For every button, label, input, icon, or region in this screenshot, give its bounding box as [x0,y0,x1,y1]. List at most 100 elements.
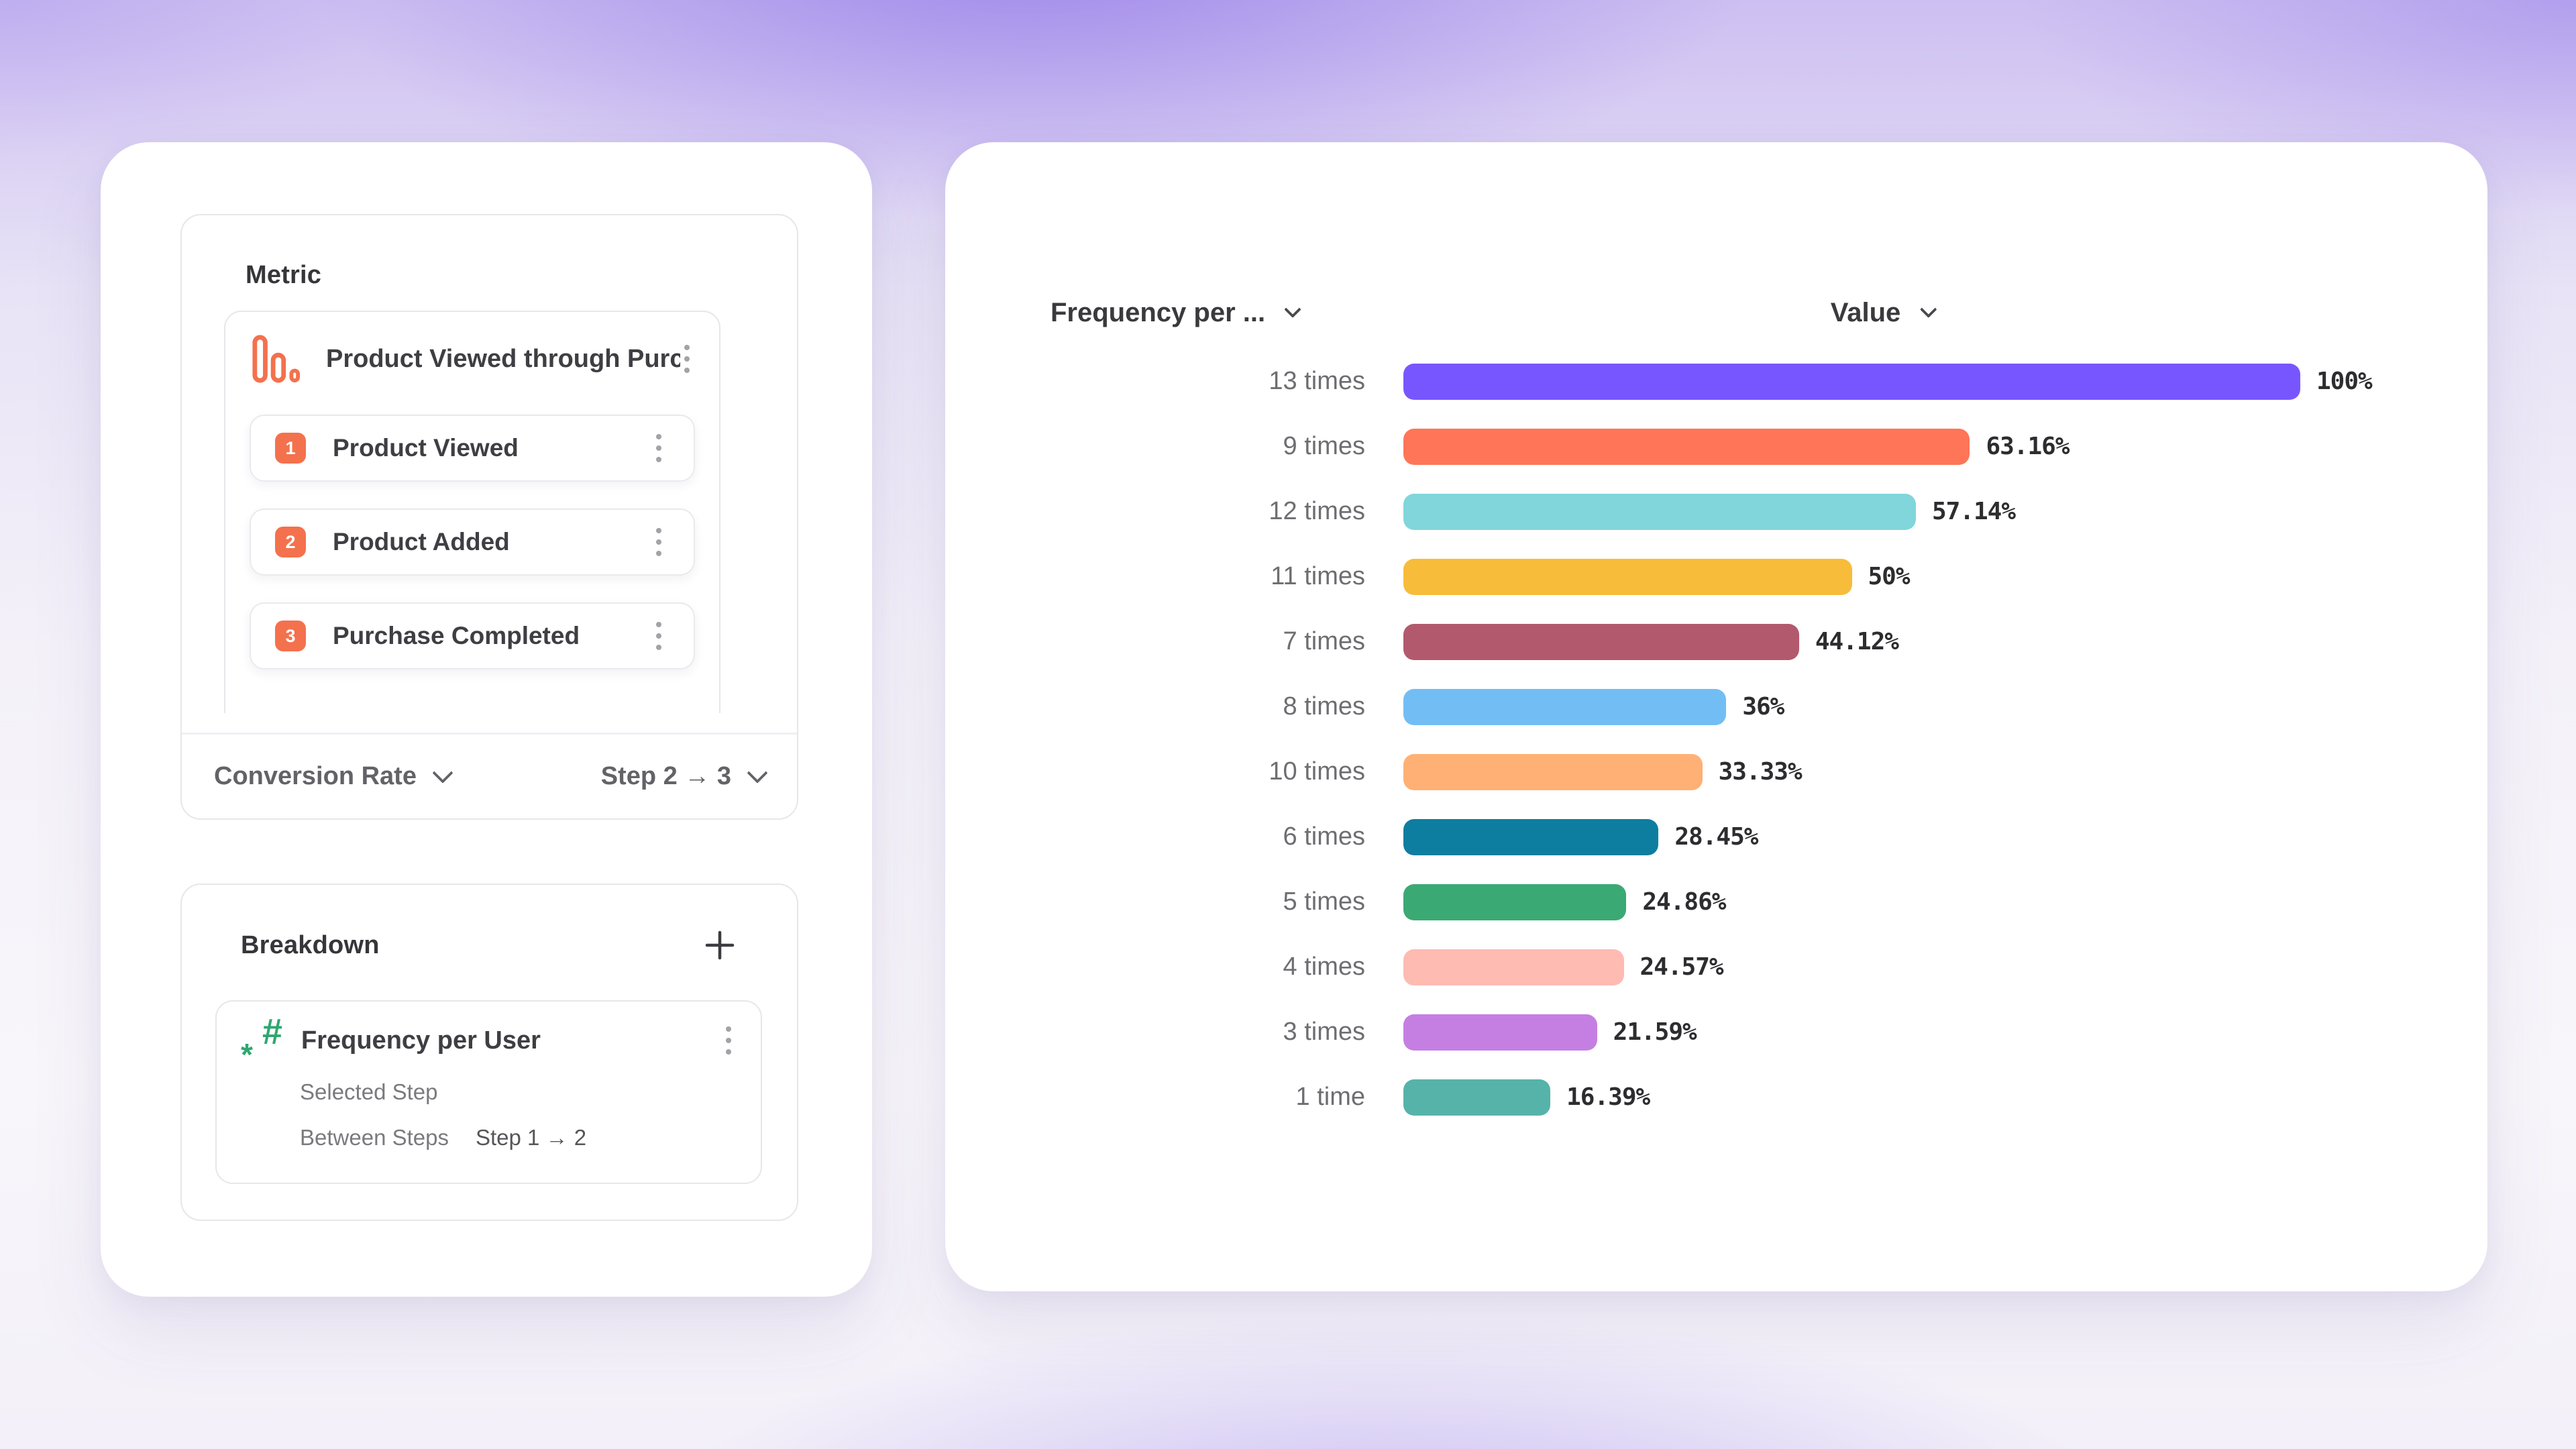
bar-value-label: 24.86% [1642,888,1726,916]
bar[interactable] [1403,949,1624,985]
step-number-badge: 1 [275,433,306,464]
chevron-down-icon [1919,301,1937,318]
bar[interactable] [1403,753,1703,790]
bar[interactable] [1403,688,1727,725]
breakdown-detail-label: Selected Step [300,1079,438,1104]
bar[interactable] [1403,1014,1597,1051]
bar[interactable] [1403,558,1852,595]
metric-scroll-area[interactable]: Product Viewed through Purch... 1 Produc… [224,311,723,713]
chart-breakdown-header-label: Frequency per ... [1051,298,1266,327]
breakdown-item-name: Frequency per User [301,1026,541,1055]
chart-row: 13 times 100% [945,349,2461,414]
bar-category-label: 12 times [1269,497,1365,525]
bar-category-label: 4 times [1283,953,1365,981]
step-number-badge: 3 [275,621,306,651]
step-number-badge: 2 [275,527,306,557]
bar-category-label: 3 times [1283,1018,1365,1046]
chart-row: 7 times 44.12% [945,609,2461,674]
kebab-menu-icon[interactable] [652,524,665,560]
chart-row: 1 time 16.39% [945,1065,2461,1130]
chart-row: 9 times 63.16% [945,414,2461,479]
bar-value-label: 16.39% [1566,1083,1650,1111]
breakdown-item-header[interactable]: # * Frequency per User [217,1002,761,1072]
measure-dropdown[interactable]: Conversion Rate [214,762,453,791]
chart-row: 8 times 36% [945,674,2461,739]
chart-column-header-breakdown[interactable]: Frequency per ... [1051,298,1301,328]
bar-category-label: 11 times [1271,562,1365,590]
metric-footer-row: Conversion Rate Step 2 → 3 [214,735,768,818]
bar-value-label: 33.33% [1718,758,1803,786]
breakdown-detail-label: Between Steps [300,1125,449,1150]
funnel-step-row[interactable]: 1 Product Viewed [250,415,695,482]
chart-value-header-label: Value [1830,298,1901,327]
chart-row: 11 times 50% [945,544,2461,609]
chart-row: 10 times 33.33% [945,739,2461,804]
metric-panel: Metric Product Viewed through Purch... 1… [180,214,798,820]
funnel-steps-list: 1 Product Viewed 2 Product Added 3 Purch… [225,415,719,669]
chevron-down-icon [1284,301,1301,318]
funnel-name: Product Viewed through Purch... [326,344,680,373]
chart-column-header-value[interactable]: Value [1830,298,1937,328]
bar[interactable] [1403,428,1970,465]
bar-category-label: 10 times [1269,757,1365,786]
bar-category-label: 6 times [1283,822,1365,851]
breakdown-item-card: # * Frequency per User Selected Step Bet… [215,1000,762,1184]
measure-dropdown-label: Conversion Rate [214,762,417,790]
step-label: Purchase Completed [333,622,580,649]
step-range-dropdown-label: Step 2 → 3 [600,762,731,790]
bar-category-label: 9 times [1283,432,1365,460]
step-range-dropdown[interactable]: Step 2 → 3 [600,762,768,791]
kebab-menu-icon[interactable] [652,618,665,654]
funnel-chart-icon [252,335,301,383]
bar[interactable] [1403,883,1627,920]
breakdown-detail-value[interactable]: Step 1 → 2 [476,1125,587,1150]
breakdown-header-row: Breakdown [241,926,735,964]
breakdown-item-details: Selected Step Between Steps Step 1 → 2 [217,1079,761,1150]
bar-category-label: 1 time [1295,1083,1365,1111]
kebab-menu-icon[interactable] [680,341,694,377]
breakdown-panel: Breakdown # * Frequency per User Selecte… [180,883,798,1221]
hash-asterisk-icon: # * [241,1012,282,1072]
kebab-menu-icon[interactable] [652,430,665,466]
chart-row: 3 times 21.59% [945,1000,2461,1065]
chevron-down-icon [747,762,768,784]
bar-category-label: 7 times [1283,627,1365,655]
bar-value-label: 57.14% [1931,498,2016,525]
bar-value-label: 44.12% [1815,628,1899,655]
bar-value-label: 100% [2316,368,2373,395]
bar[interactable] [1403,623,1799,660]
chart-row: 5 times 24.86% [945,869,2461,934]
bar[interactable] [1403,1079,1551,1116]
chevron-down-icon [432,762,453,784]
bar-value-label: 36% [1742,693,1784,720]
bar-category-label: 5 times [1283,888,1365,916]
chart-row: 4 times 24.57% [945,934,2461,1000]
bar-category-label: 13 times [1269,367,1365,395]
kebab-menu-icon[interactable] [722,1022,735,1059]
chart-card: Frequency per ... Value 13 times 100% 9 … [945,142,2487,1291]
funnel-step-row[interactable]: 2 Product Added [250,508,695,576]
funnel-header-row[interactable]: Product Viewed through Purch... [225,312,719,384]
bar-value-label: 63.16% [1986,433,2070,460]
metric-panel-title: Metric [246,261,322,289]
breakdown-panel-title: Breakdown [241,930,380,959]
bar-value-label: 50% [1868,563,1911,590]
bar-value-label: 24.57% [1640,953,1724,981]
query-builder-card: Metric Product Viewed through Purch... 1… [101,142,872,1297]
funnel-metric-card: Product Viewed through Purch... 1 Produc… [224,311,720,713]
bar-value-label: 21.59% [1613,1018,1697,1046]
breakdown-detail-row: Selected Step [300,1079,761,1105]
step-label: Product Added [333,528,510,555]
bar[interactable] [1403,818,1659,855]
bar[interactable] [1403,363,2300,400]
add-breakdown-button[interactable] [704,930,735,961]
chart-row: 6 times 28.45% [945,804,2461,869]
bar-category-label: 8 times [1283,692,1365,720]
chart-row: 12 times 57.14% [945,479,2461,544]
funnel-step-row[interactable]: 3 Purchase Completed [250,602,695,669]
panel-divider [182,733,797,735]
bar-chart: 13 times 100% 9 times 63.16% 12 times 57… [945,349,2461,1130]
step-label: Product Viewed [333,434,519,462]
bar[interactable] [1403,493,1916,530]
